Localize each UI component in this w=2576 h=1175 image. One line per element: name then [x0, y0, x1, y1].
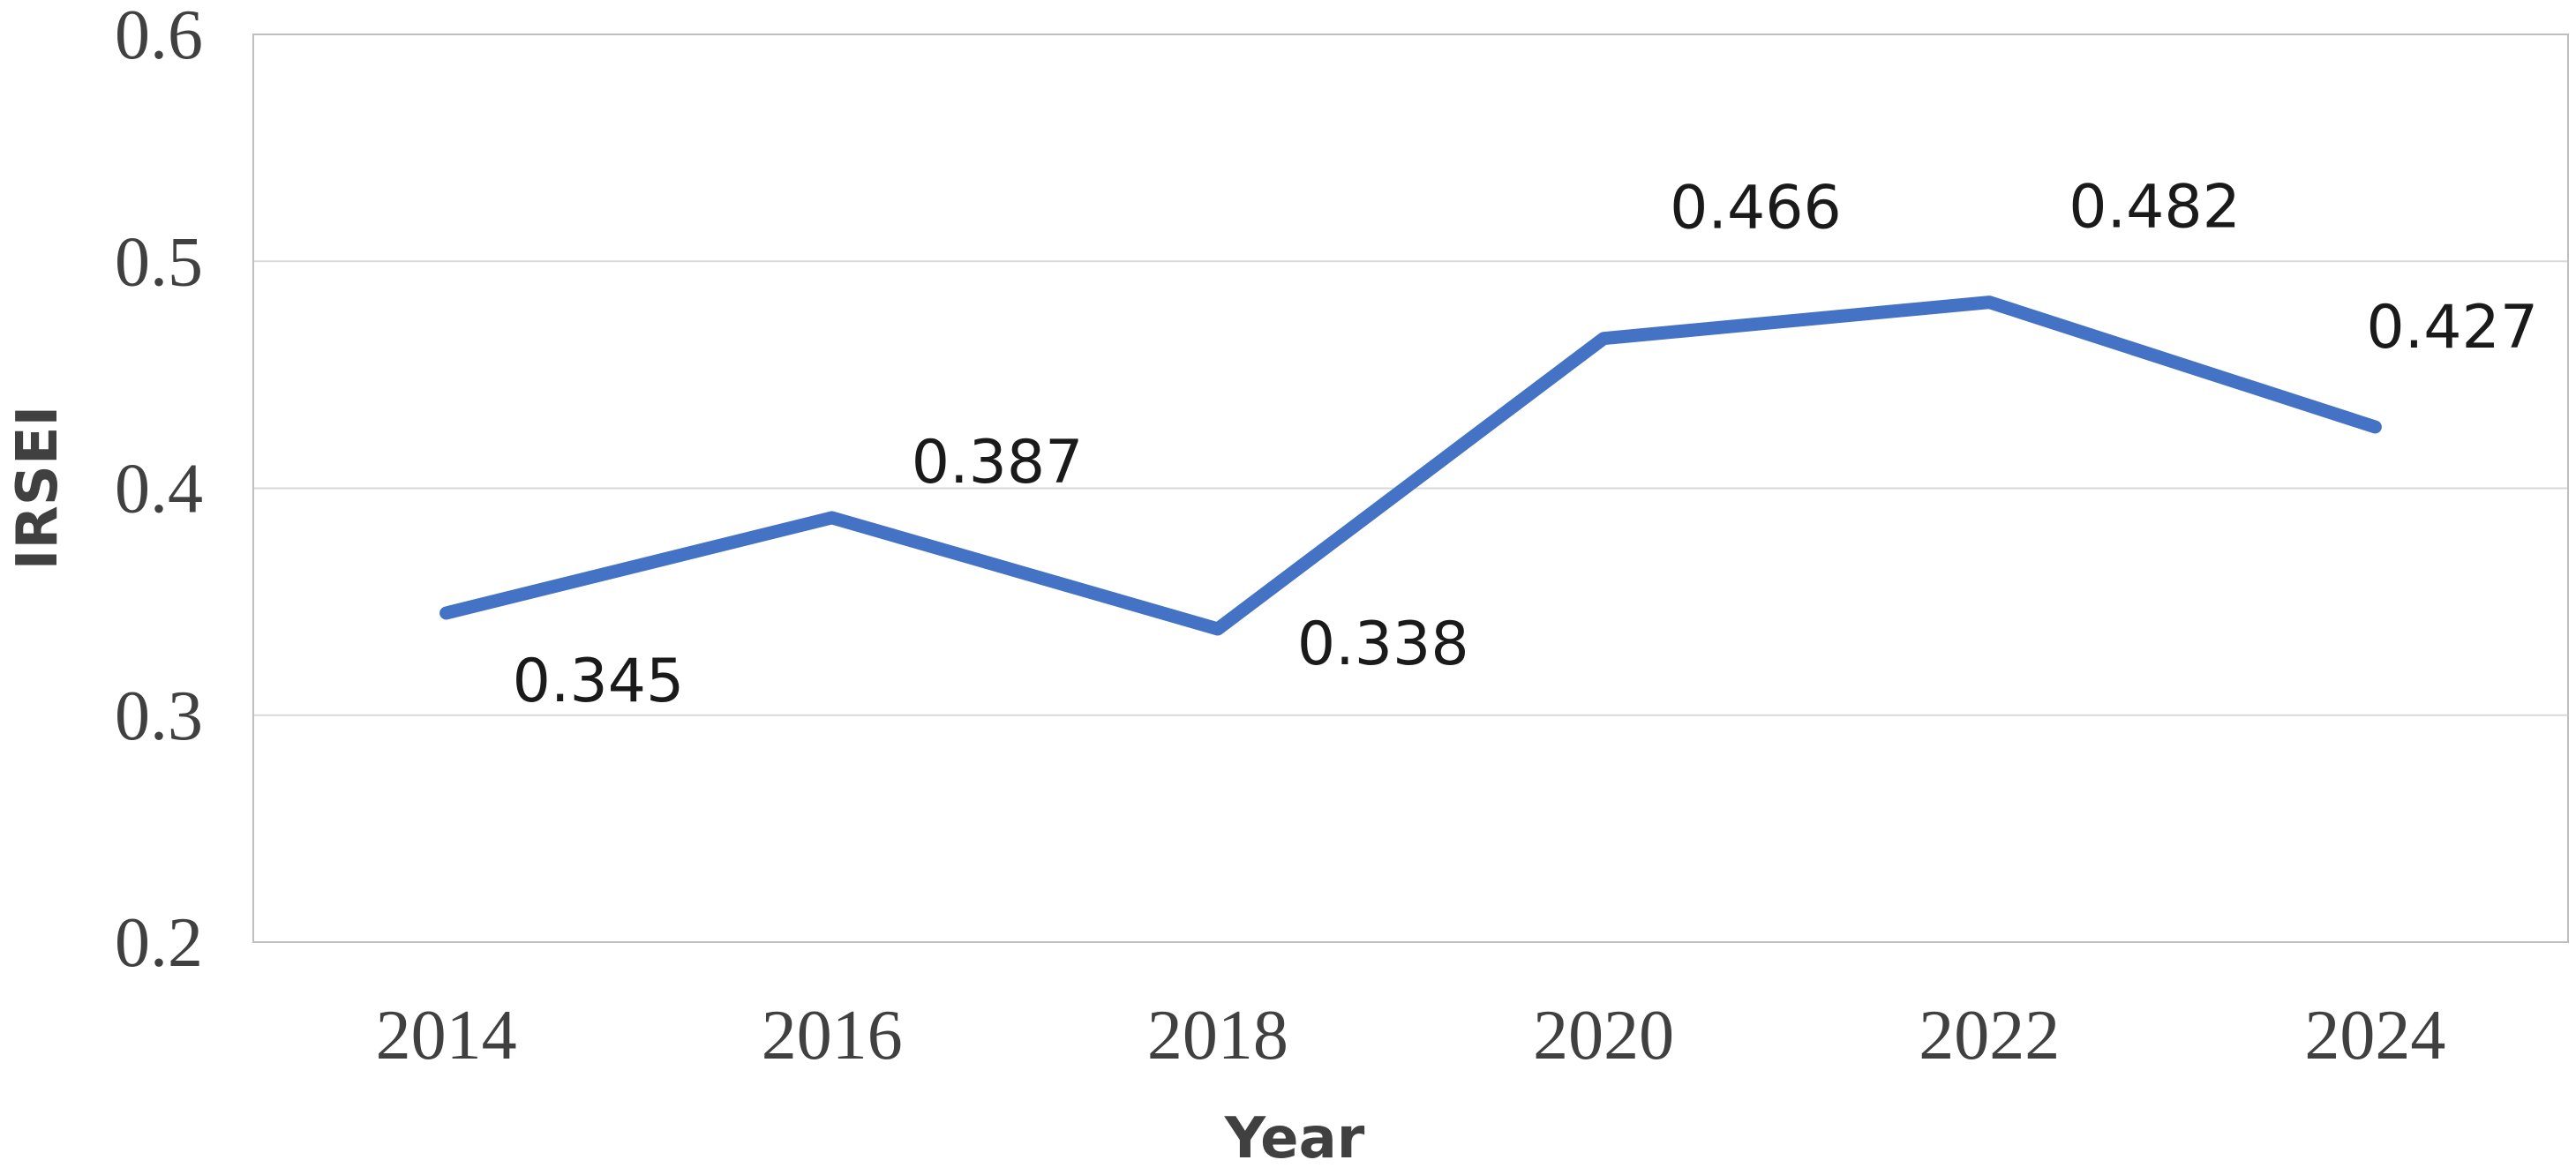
x-tick-label: 2018 — [1147, 997, 1288, 1074]
y-tick-label: 0.5 — [115, 223, 203, 301]
data-point — [1988, 302, 1990, 303]
x-tick-label: 2022 — [1919, 997, 2060, 1074]
data-point — [1603, 338, 1604, 340]
data-point — [1217, 628, 1219, 630]
x-tick-label: 2020 — [1533, 997, 1674, 1074]
x-axis-ticks: 2014 2016 2018 2020 2022 2024 — [376, 997, 2446, 1074]
y-tick-label: 0.3 — [115, 677, 203, 755]
data-point — [831, 517, 833, 519]
data-label: 0.427 — [2366, 293, 2538, 363]
data-label: 0.466 — [1670, 174, 1842, 243]
data-point — [2374, 426, 2376, 428]
data-label: 0.387 — [912, 428, 1084, 498]
plot-area — [252, 34, 2569, 943]
data-label: 0.345 — [513, 647, 685, 716]
y-axis-title: IRSEI — [5, 406, 71, 571]
y-tick-label: 0.2 — [115, 904, 203, 982]
y-tick-label: 0.4 — [115, 451, 203, 528]
data-label: 0.482 — [2069, 173, 2241, 243]
series-layer — [439, 296, 2382, 636]
x-tick-label: 2016 — [762, 997, 903, 1074]
x-axis-title: Year — [1224, 1106, 1365, 1171]
data-labels: 0.345 0.387 0.338 0.466 0.482 0.427 — [513, 173, 2539, 716]
series-line — [439, 296, 2382, 636]
data-label: 0.338 — [1297, 610, 1469, 679]
x-tick-label: 2014 — [376, 997, 517, 1074]
y-axis-ticks: 0.2 0.3 0.4 0.5 0.6 — [115, 0, 203, 982]
data-point — [446, 612, 447, 614]
y-tick-label: 0.6 — [115, 0, 203, 74]
x-tick-label: 2024 — [2304, 997, 2445, 1074]
